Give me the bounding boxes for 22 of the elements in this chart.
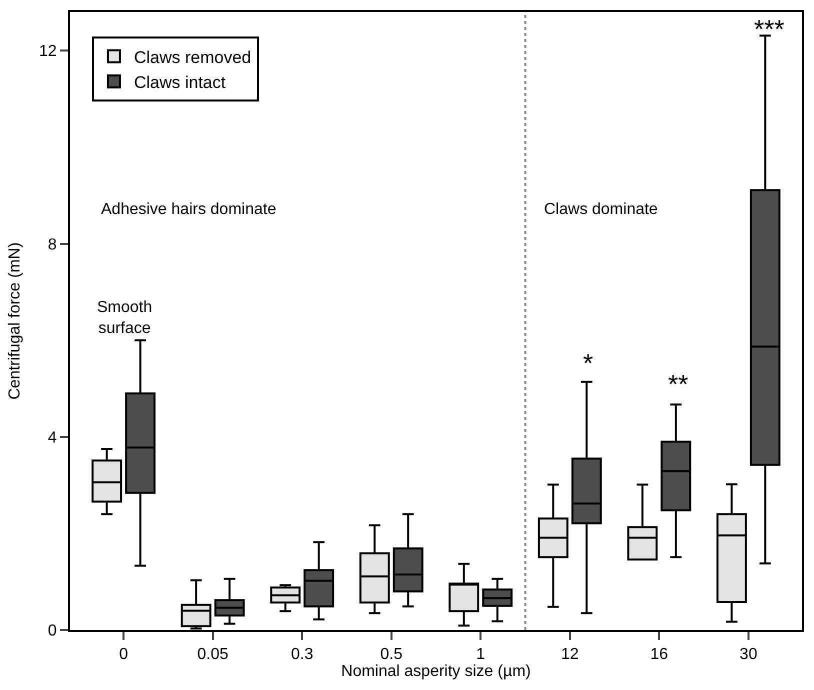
annotation: **: [668, 369, 688, 399]
x-axis-title: Nominal asperity size (µm): [341, 663, 531, 680]
annotation: ***: [754, 14, 784, 44]
y-tick-label: 0: [48, 622, 57, 640]
legend-label: Claws removed: [134, 48, 252, 67]
y-tick-label: 4: [48, 429, 57, 446]
annotation: Smooth surface: [97, 299, 152, 337]
y-tick-label: 12: [39, 43, 57, 60]
legend-label: Claws intact: [134, 73, 226, 92]
x-tick-label: 0.5: [380, 646, 403, 664]
x-tick-label: 0.3: [290, 646, 314, 664]
x-tick-label: 1: [476, 646, 486, 664]
annotation: Claws dominate: [544, 201, 658, 218]
y-axis-title: Centrifugal force (mN): [6, 242, 24, 400]
x-tick-label: 12: [561, 646, 579, 664]
x-tick-label: 0: [119, 646, 128, 664]
x-tick-label: 30: [740, 646, 758, 664]
x-tick-label: 16: [650, 646, 668, 664]
annotation: Adhesive hairs dominate: [101, 201, 276, 218]
x-tick-label: 0.05: [197, 646, 228, 664]
y-tick-label: 8: [48, 236, 57, 254]
annotation: *: [583, 348, 594, 378]
